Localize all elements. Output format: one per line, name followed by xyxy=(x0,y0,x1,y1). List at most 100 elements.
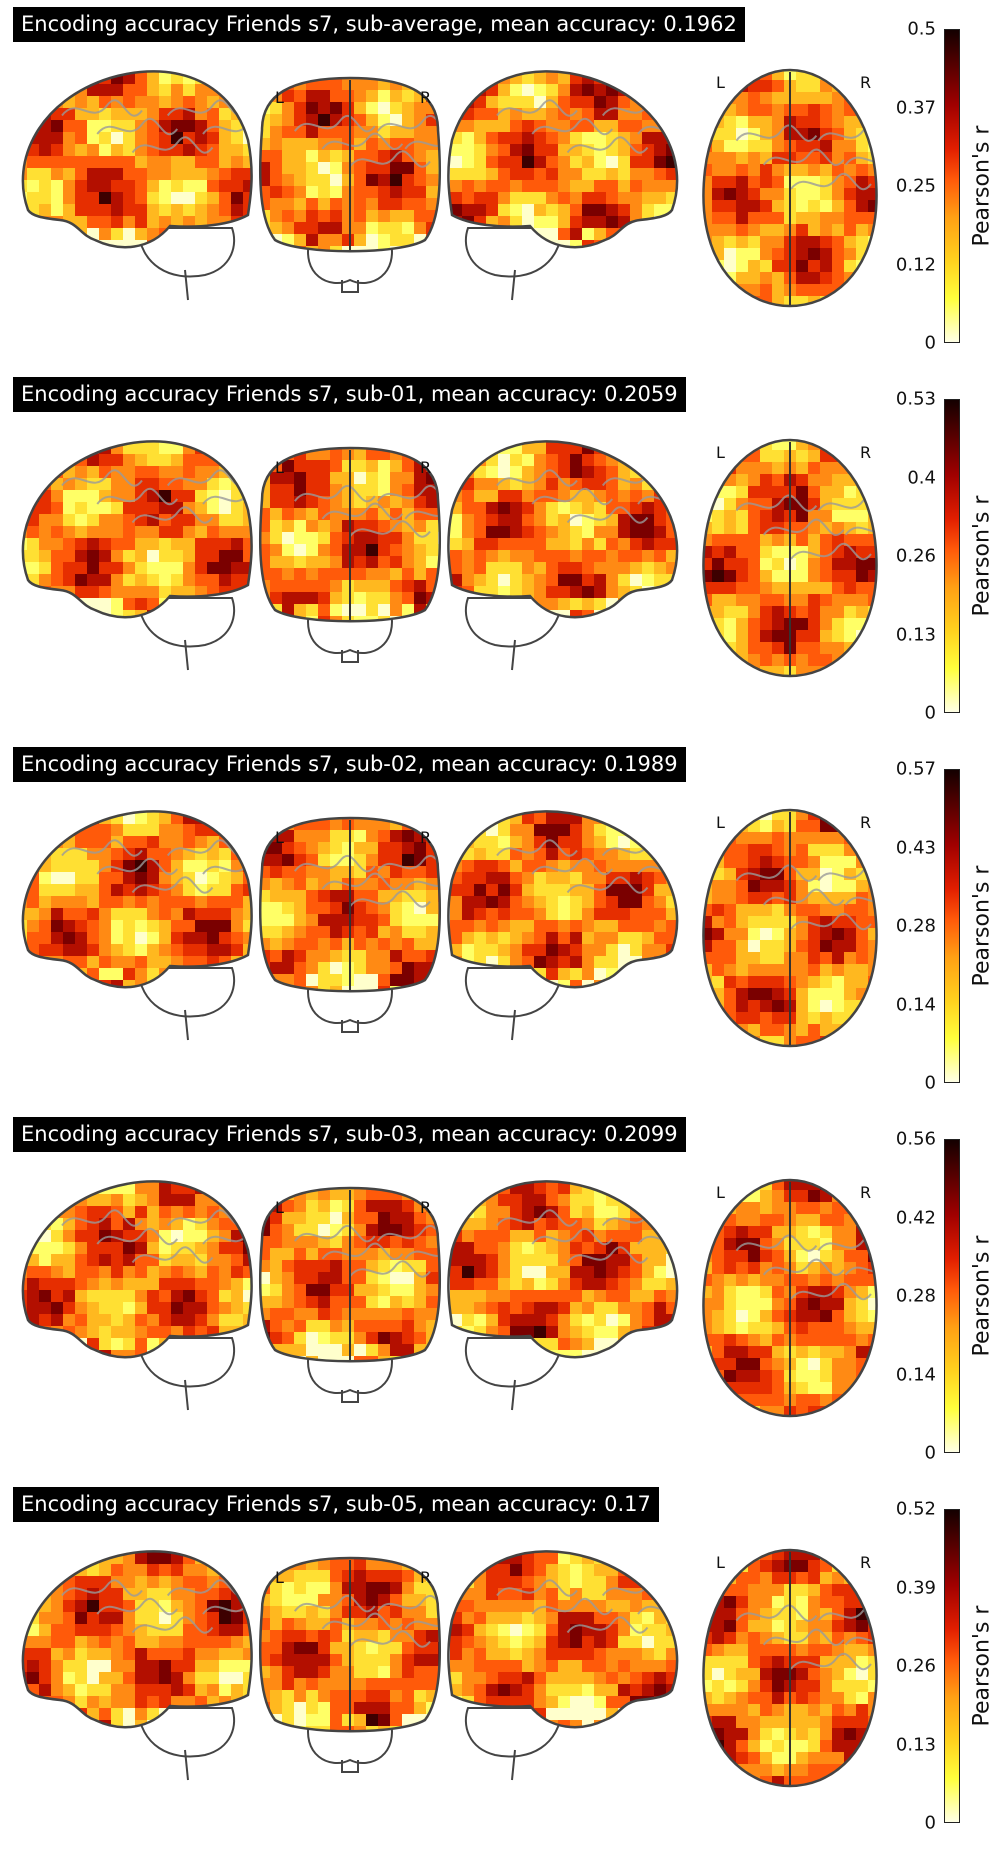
brainstem-outline xyxy=(341,1390,359,1403)
brainstem-outline xyxy=(511,1749,516,1781)
brain-outline xyxy=(702,68,878,308)
panel-title: Encoding accuracy Friends s7, sub-averag… xyxy=(13,7,745,42)
brain-panel: L R L R Encoding accuracy Friends s7, sub-05… xyxy=(0,1480,1004,1850)
cerebellum-outline xyxy=(464,597,564,648)
colorbar-tick-label: 0.28 xyxy=(895,1285,936,1307)
brain-outline xyxy=(21,810,253,989)
right-hemisphere-label: R xyxy=(860,443,871,462)
colorbar-label: Pearson's r xyxy=(969,865,995,987)
cerebellum-outline xyxy=(136,597,236,648)
posterior-view xyxy=(260,78,440,252)
left-lateral-view xyxy=(22,71,252,248)
brain-outline xyxy=(258,1556,442,1733)
brainstem-outline xyxy=(184,269,189,301)
colorbar-tick-label: 0.52 xyxy=(895,1498,936,1520)
colorbar xyxy=(944,1509,960,1823)
brain-outline xyxy=(447,440,679,619)
brainstem-outline xyxy=(184,1379,189,1411)
brain-outline xyxy=(21,1550,253,1729)
cerebellum-outline xyxy=(136,1707,236,1758)
colorbar-tick-label: 0.14 xyxy=(895,1364,936,1385)
colorbar xyxy=(944,1139,960,1453)
right-lateral-view xyxy=(450,811,678,988)
brain-outline xyxy=(258,76,442,253)
colorbar-tick-label: 0.39 xyxy=(895,1577,936,1598)
axial-view xyxy=(703,70,877,306)
colorbar xyxy=(944,29,960,343)
brain-panel: L R L R Encoding accuracy Friends s7, sub-02… xyxy=(0,740,1004,1110)
colorbar xyxy=(944,399,960,713)
colorbar-tick-label: 0.28 xyxy=(895,915,936,937)
left-lateral-view xyxy=(22,441,252,618)
cerebellum-outline xyxy=(136,967,236,1018)
left-lateral-view xyxy=(22,811,252,988)
brain-panel: L R L R Encoding accuracy Friends s7, sub-av… xyxy=(0,0,1004,370)
panel-title: Encoding accuracy Friends s7, sub-03, me… xyxy=(13,1117,686,1152)
left-hemisphere-label: L xyxy=(275,88,284,107)
brain-outline xyxy=(258,1186,442,1363)
brain-outline xyxy=(447,1180,679,1359)
left-lateral-view xyxy=(22,1551,252,1728)
brain-outline xyxy=(447,1550,679,1729)
right-hemisphere-label: R xyxy=(860,73,871,92)
right-lateral-view xyxy=(450,1551,678,1728)
right-hemisphere-label: R xyxy=(420,1198,431,1217)
colorbar-label: Pearson's r xyxy=(969,125,995,247)
left-hemisphere-label: L xyxy=(275,828,284,847)
colorbar-label: Pearson's r xyxy=(969,1605,995,1727)
colorbar-tick-label: 0.26 xyxy=(895,545,936,567)
right-hemisphere-label: R xyxy=(860,1183,871,1202)
brain-outline xyxy=(258,446,442,623)
right-hemisphere-label: R xyxy=(860,1553,871,1572)
colorbar-tick-label: 0.56 xyxy=(895,1128,936,1150)
posterior-view xyxy=(260,1188,440,1362)
colorbar-tick-label: 0.12 xyxy=(895,254,936,275)
brainstem-outline xyxy=(184,1009,189,1041)
left-lateral-view xyxy=(22,1181,252,1358)
colorbar-tick-label: 0.13 xyxy=(895,1734,936,1755)
colorbar-tick-label: 0 xyxy=(924,702,936,724)
right-hemisphere-label: R xyxy=(420,828,431,847)
left-hemisphere-label: L xyxy=(716,813,725,832)
brain-panel: L R L R Encoding accuracy Friends s7, sub-03… xyxy=(0,1110,1004,1480)
brainstem-outline xyxy=(341,650,359,663)
colorbar-tick-label: 0 xyxy=(924,1072,936,1094)
colorbar-tick-label: 0.43 xyxy=(895,837,936,858)
brainstem-outline xyxy=(341,280,359,293)
colorbar-tick-label: 0.42 xyxy=(895,1207,936,1228)
colorbar-tick-label: 0 xyxy=(924,332,936,354)
colorbar-label: Pearson's r xyxy=(969,495,995,617)
brain-outline xyxy=(702,808,878,1048)
brain-outline xyxy=(702,1548,878,1788)
right-hemisphere-label: R xyxy=(420,458,431,477)
cerebellum-outline xyxy=(464,227,564,278)
colorbar-tick-label: 0.5 xyxy=(907,18,936,40)
brainstem-outline xyxy=(511,1379,516,1411)
colorbar-tick-label: 0.4 xyxy=(907,467,936,488)
right-lateral-view xyxy=(450,441,678,618)
colorbar-tick-label: 0 xyxy=(924,1442,936,1464)
cerebellum-outline xyxy=(464,1337,564,1388)
brain-glass-views: L RL R xyxy=(21,808,878,1048)
cerebellum-outline xyxy=(136,227,236,278)
brain-outline xyxy=(21,1180,253,1359)
brainstem-outline xyxy=(511,639,516,671)
panel-title: Encoding accuracy Friends s7, sub-01, me… xyxy=(13,377,686,412)
left-hemisphere-label: L xyxy=(716,1183,725,1202)
brain-glass-views: L RL R xyxy=(21,438,878,678)
right-hemisphere-label: R xyxy=(860,813,871,832)
cerebellum-outline xyxy=(136,1337,236,1388)
right-hemisphere-label: R xyxy=(420,88,431,107)
brain-outline xyxy=(447,70,679,249)
brain-panel: L R L R Encoding accuracy Friends s7, sub-01… xyxy=(0,370,1004,740)
brain-outline xyxy=(258,816,442,993)
brain-outline xyxy=(447,810,679,989)
colorbar-tick-label: 0 xyxy=(924,1812,936,1834)
left-hemisphere-label: L xyxy=(716,73,725,92)
colorbar-tick-label: 0.57 xyxy=(895,758,936,780)
brain-outline xyxy=(21,440,253,619)
left-hemisphere-label: L xyxy=(716,1553,725,1572)
brainstem-outline xyxy=(341,1760,359,1773)
brainstem-outline xyxy=(184,639,189,671)
colorbar-tick-label: 0.37 xyxy=(895,97,936,118)
